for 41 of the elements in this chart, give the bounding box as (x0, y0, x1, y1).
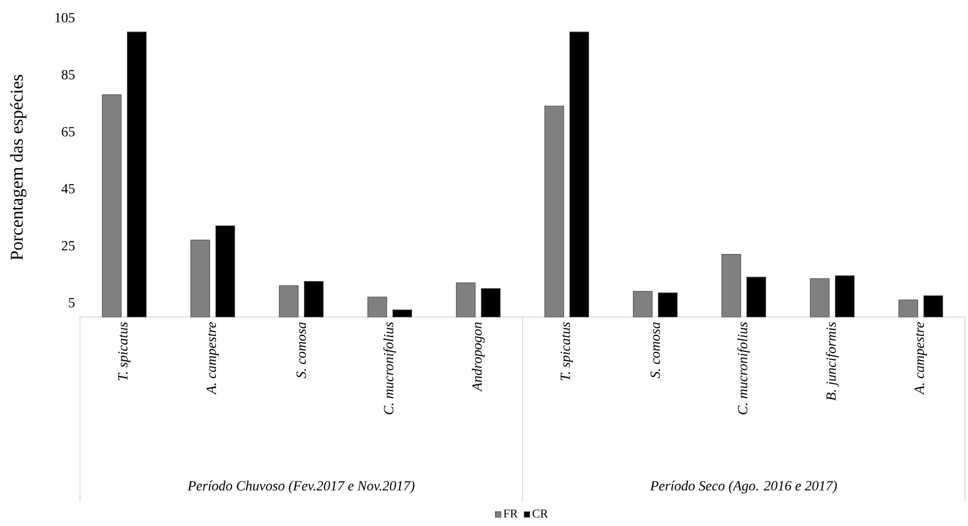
bar (215, 225, 236, 318)
legend-label: FR (504, 510, 518, 518)
bar (367, 296, 388, 318)
bar (304, 281, 324, 318)
bar (834, 275, 855, 318)
x-tick-label: S. comosa (650, 322, 660, 378)
x-tick-label: C. mucronifolius (383, 322, 396, 414)
bar (456, 282, 476, 318)
y-tick-label: 85 (62, 70, 75, 80)
y-tick-label: 65 (62, 127, 75, 136)
bar (392, 310, 412, 318)
bar (190, 240, 210, 318)
bar (632, 291, 653, 318)
text: Período Seco (Ago. 2016 e 2017) (650, 480, 837, 494)
bar (898, 300, 918, 318)
bar (721, 254, 742, 318)
bar (658, 292, 678, 318)
bar (746, 276, 766, 318)
text: Período Chuvoso (Fev.2017 e Nov.2017) (188, 480, 414, 494)
y-tick-label: 105 (55, 12, 75, 22)
bar (278, 285, 299, 318)
x-tick-label: Andropogon (472, 322, 485, 392)
bar (544, 106, 564, 318)
bar (923, 295, 944, 318)
bar (569, 32, 590, 318)
x-tick-label: S. comosa (296, 322, 306, 378)
x-tick-label: T. spicatus (118, 322, 130, 380)
x-tick-label: C. mucronifolius (737, 322, 750, 414)
x-tick-label: B. junciformis (826, 322, 839, 401)
bar (810, 278, 830, 318)
bar (480, 288, 501, 318)
y-tick-label: 45 (61, 184, 75, 194)
y-tick-label: 25 (62, 241, 75, 250)
x-tick-label: T. spicatus (560, 322, 573, 380)
x-tick-label: A. campestre (914, 322, 927, 395)
legend-label: CR (532, 510, 548, 518)
bar (126, 32, 147, 318)
x-tick-label: A. campestre (206, 322, 219, 395)
bar (102, 94, 122, 318)
y-axis-title: Porcentagem das espécies (10, 74, 26, 260)
y-tick-label: 5 (68, 298, 75, 308)
